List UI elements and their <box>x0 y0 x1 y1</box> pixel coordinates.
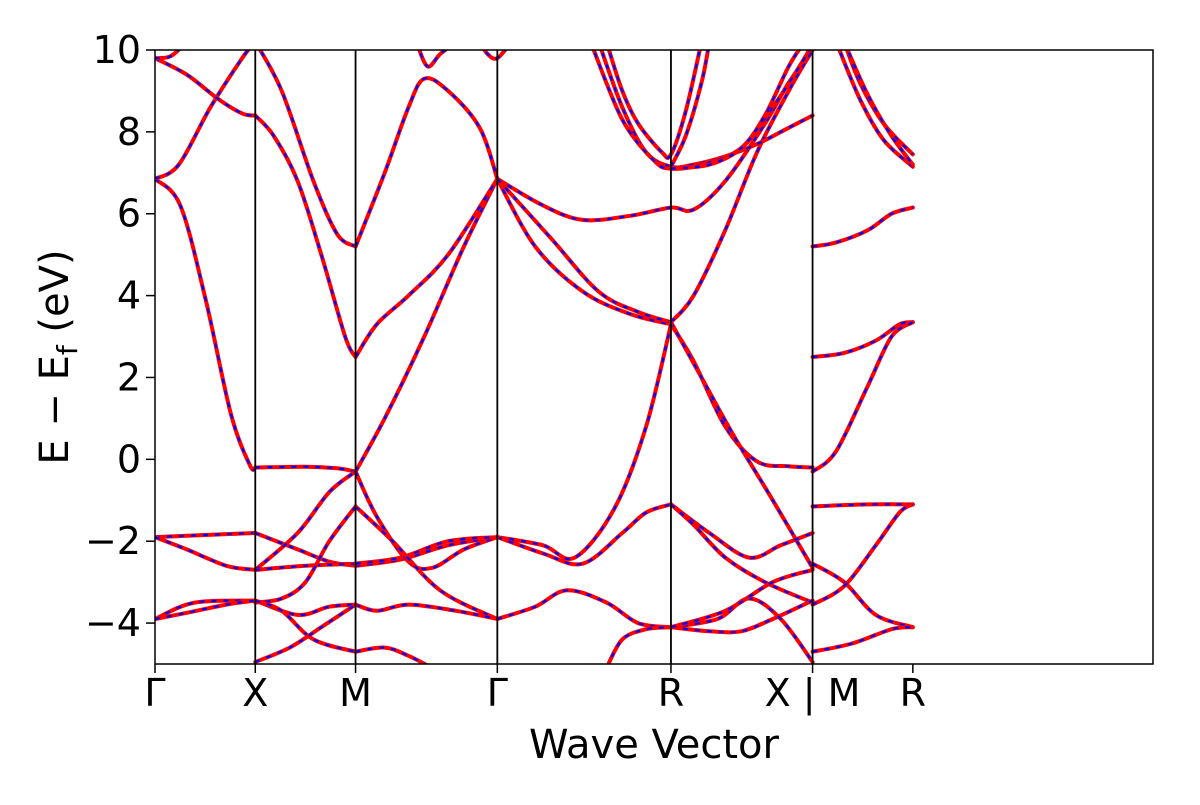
band-line-dashed-28 <box>670 503 814 604</box>
band-line-dashed-33 <box>670 599 814 634</box>
band-line-dashed-17 <box>355 536 498 567</box>
x-axis-title: Wave Vector <box>529 722 780 768</box>
y-tick-label-0: −4 <box>85 601 141 645</box>
band-line-22 <box>495 502 673 567</box>
band-line-dashed-31 <box>355 603 498 621</box>
band-line-50 <box>810 320 915 359</box>
band-line-dashed-7 <box>354 76 499 247</box>
band-line-12 <box>495 176 673 325</box>
band-line-dashed-44 <box>670 50 710 168</box>
band-line-dashed-47 <box>418 50 447 68</box>
band-line-dashed-57 <box>838 50 914 168</box>
band-line-dashed-54 <box>812 503 914 606</box>
y-tick-label-2: 0 <box>117 437 141 481</box>
y-tick-label-7: 10 <box>93 28 141 72</box>
y-axis-title-main: E − E <box>32 355 78 465</box>
x-tick-label-5: X | M <box>765 671 861 716</box>
band-line-2 <box>353 176 500 474</box>
band-line-13 <box>669 50 815 325</box>
band-line-5 <box>155 50 251 181</box>
band-line-dashed-26 <box>354 505 498 620</box>
band-line-dashed-16 <box>254 531 356 567</box>
band-line-27 <box>253 504 358 605</box>
y-axis-title-unit: (eV) <box>32 249 78 345</box>
band-line-dashed-38 <box>607 626 672 664</box>
band-line-dashed-34 <box>155 599 256 621</box>
band-line-dashed-49 <box>812 206 914 248</box>
band-line-56 <box>844 50 915 157</box>
band-line-dashed-55 <box>812 626 913 653</box>
band-line-45 <box>669 50 802 171</box>
band-line-dashed-56 <box>845 50 914 156</box>
band-line-dashed-8 <box>496 50 814 222</box>
band-line-dashed-3 <box>496 178 672 326</box>
band-line-dashed-50 <box>812 321 913 359</box>
band-line-dashed-9 <box>155 57 256 117</box>
band-line-dashed-20 <box>254 470 357 571</box>
y-tick-label-6: 8 <box>117 110 141 154</box>
band-line-dashed-21 <box>354 471 498 571</box>
x-axis: Γ X M Γ R X | M R <box>144 664 926 716</box>
band-line-32 <box>495 588 673 630</box>
band-line-dashed-37 <box>254 603 357 664</box>
band-line-1 <box>253 464 358 474</box>
band-line-dashed-22 <box>496 503 672 566</box>
svg-text:E − Ef (eV): E − Ef (eV) <box>32 249 84 464</box>
band-line-9 <box>155 56 258 118</box>
band-line-18 <box>495 322 673 561</box>
band-line-54 <box>810 502 915 607</box>
y-axis-title: E − Ef (eV) <box>32 249 84 464</box>
y-tick-label-4: 4 <box>117 274 141 318</box>
kpoint-lines <box>254 50 814 664</box>
band-line-3 <box>495 176 673 327</box>
band-line-33 <box>669 598 815 635</box>
band-line-49 <box>810 205 915 249</box>
band-line-dashed-40 <box>670 568 813 629</box>
x-tick-label-2: M <box>339 671 372 715</box>
y-axis: −4 −2 0 2 4 6 8 10 <box>85 28 155 645</box>
band-line-dashed-15 <box>155 531 256 539</box>
band-line-dashed-24 <box>255 562 356 571</box>
band-line-dashed-58 <box>846 50 914 166</box>
band-line-dashed-46 <box>155 50 181 60</box>
band-line-dashed-36 <box>355 646 428 664</box>
band-line-0 <box>155 176 258 472</box>
band-line-dashed-19 <box>155 536 256 571</box>
band-line-38 <box>606 625 673 664</box>
x-tick-label-3: Γ <box>487 671 508 715</box>
band-line-dashed-10 <box>254 114 357 358</box>
bands-layer <box>155 50 915 664</box>
band-line-20 <box>253 469 358 572</box>
band-line-dashed-52 <box>812 503 913 508</box>
band-line-6 <box>257 50 358 249</box>
y-tick-label-3: 2 <box>117 355 141 399</box>
x-tick-label-1: X <box>242 671 268 715</box>
band-line-dashed-6 <box>258 50 357 248</box>
band-line-dashed-12 <box>496 178 672 324</box>
plot-frame <box>154 49 1154 665</box>
band-line-dashed-53 <box>812 562 914 629</box>
band-line-dashed-25 <box>355 536 498 565</box>
band-line-21 <box>353 469 500 572</box>
x-tick-label-0: Γ <box>144 671 165 715</box>
y-axis-title-sub: f <box>51 344 84 355</box>
x-tick-label-6: R <box>900 671 926 715</box>
band-line-dashed-0 <box>155 178 257 472</box>
band-line-dashed-51 <box>811 321 914 473</box>
band-line-dashed-35 <box>254 599 356 653</box>
band-line-44 <box>669 50 711 169</box>
band-line-dashed-14 <box>670 321 814 569</box>
band-line-47 <box>417 50 449 69</box>
band-line-dashed-18 <box>497 324 673 561</box>
band-line-dashed-11 <box>354 178 499 358</box>
x-tick-label-4: R <box>658 671 684 715</box>
band-line-dashed-32 <box>496 589 672 629</box>
band-line-dashed-30 <box>254 599 356 617</box>
band-line-23 <box>669 502 815 560</box>
y-tick-label-1: −2 <box>85 519 141 563</box>
y-tick-label-5: 6 <box>117 192 141 236</box>
band-line-dashed-41 <box>607 50 701 160</box>
